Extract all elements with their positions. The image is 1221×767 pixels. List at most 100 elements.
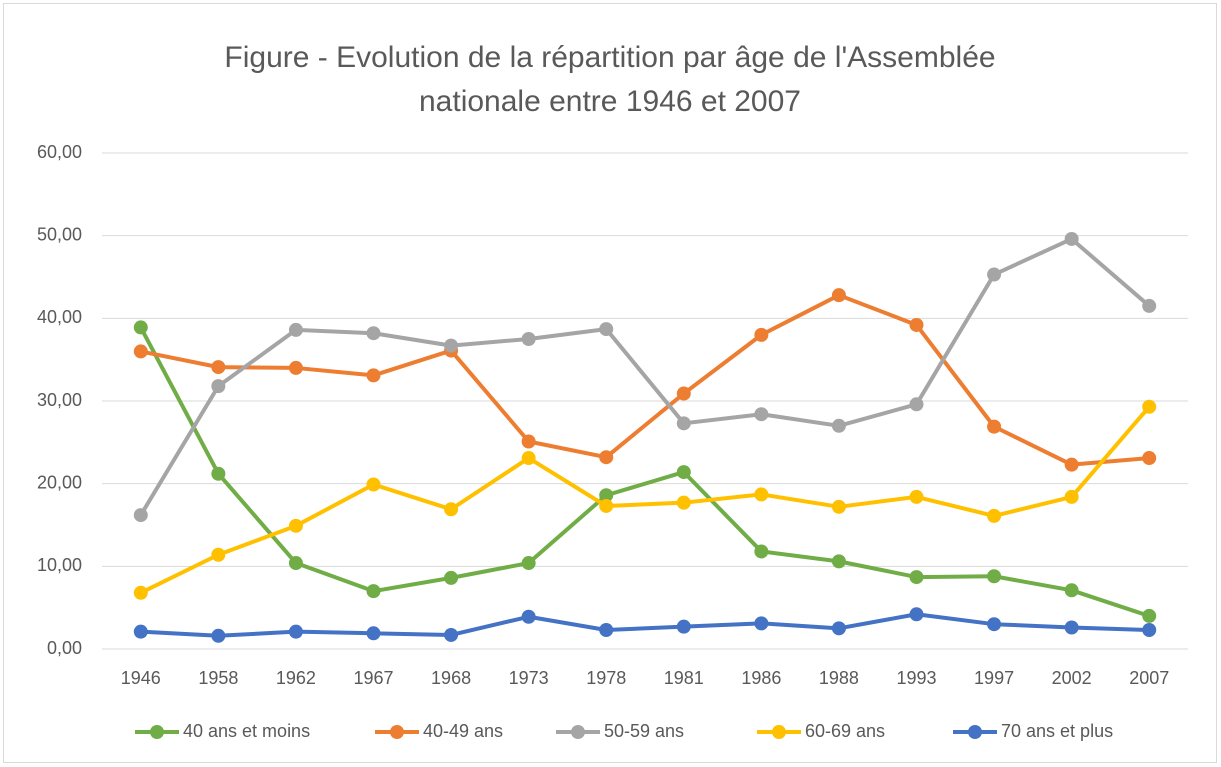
legend-label: 40-49 ans <box>423 721 503 741</box>
data-point <box>987 617 1002 632</box>
data-point <box>909 570 924 585</box>
legend-label: 70 ans et plus <box>1001 721 1113 741</box>
data-point <box>1142 451 1157 466</box>
x-tick-label: 1978 <box>586 668 626 688</box>
data-point <box>211 466 226 481</box>
legend-marker <box>968 725 982 739</box>
data-point <box>1142 622 1157 637</box>
data-point <box>754 544 769 559</box>
data-point <box>211 547 226 562</box>
data-point <box>444 627 459 642</box>
data-point <box>909 397 924 412</box>
data-point <box>521 556 536 571</box>
data-point <box>1064 620 1079 635</box>
x-tick-label: 1997 <box>974 668 1014 688</box>
data-point <box>366 326 381 341</box>
data-point <box>909 317 924 332</box>
x-tick-label: 2002 <box>1052 668 1092 688</box>
x-tick-label: 1981 <box>664 668 704 688</box>
data-point <box>1064 583 1079 598</box>
data-point <box>599 450 614 465</box>
data-point <box>366 477 381 492</box>
data-point <box>1142 608 1157 623</box>
data-point <box>211 628 226 643</box>
data-point <box>521 434 536 449</box>
data-point <box>676 495 691 510</box>
data-point <box>599 498 614 513</box>
data-point <box>987 508 1002 523</box>
data-point <box>1064 231 1079 246</box>
y-tick-label: 10,00 <box>37 555 82 575</box>
data-point <box>1064 489 1079 504</box>
data-point <box>133 508 148 523</box>
data-point <box>288 518 303 533</box>
data-point <box>444 502 459 517</box>
x-tick-label: 1986 <box>741 668 781 688</box>
data-point <box>133 344 148 359</box>
series-line <box>139 405 1151 595</box>
legend-label: 60-69 ans <box>805 721 885 741</box>
legend-label: 40 ans et moins <box>183 721 310 741</box>
data-point <box>366 584 381 599</box>
data-point <box>676 619 691 634</box>
x-tick-label: 1958 <box>198 668 238 688</box>
data-point <box>444 570 459 585</box>
data-point <box>754 327 769 342</box>
x-tick-label: 1946 <box>121 668 161 688</box>
data-point <box>831 499 846 514</box>
x-tick-label: 1967 <box>353 668 393 688</box>
data-point <box>987 267 1002 282</box>
data-point <box>987 569 1002 584</box>
data-point <box>909 607 924 622</box>
y-tick-label: 0,00 <box>47 638 82 658</box>
data-point <box>676 386 691 401</box>
data-point <box>754 407 769 422</box>
data-point <box>987 419 1002 434</box>
data-point <box>754 487 769 502</box>
x-tick-label: 1973 <box>509 668 549 688</box>
data-point <box>288 624 303 639</box>
data-point <box>366 368 381 383</box>
y-tick-label: 30,00 <box>37 390 82 410</box>
data-point <box>831 621 846 636</box>
data-point <box>133 320 148 335</box>
data-point <box>831 418 846 433</box>
data-point <box>676 416 691 431</box>
legend-marker <box>772 725 786 739</box>
data-point <box>133 624 148 639</box>
data-point <box>909 489 924 504</box>
data-point <box>1142 298 1157 313</box>
data-point <box>831 288 846 303</box>
data-point <box>211 360 226 375</box>
data-point <box>133 585 148 600</box>
data-point <box>599 488 614 503</box>
data-point <box>521 332 536 346</box>
data-point <box>1142 399 1157 414</box>
data-point <box>444 338 459 353</box>
data-point <box>599 622 614 637</box>
data-point <box>288 360 303 375</box>
data-point <box>211 379 226 394</box>
y-tick-label: 60,00 <box>37 142 82 162</box>
data-point <box>1064 457 1079 472</box>
data-point <box>754 616 769 631</box>
x-tick-label: 2007 <box>1129 668 1169 688</box>
series-line <box>139 236 1151 517</box>
x-tick-label: 1962 <box>276 668 316 688</box>
legend-marker <box>150 725 164 739</box>
x-tick-label: 1968 <box>431 668 471 688</box>
series-line <box>140 612 1150 638</box>
data-point <box>366 626 381 641</box>
x-tick-label: 1988 <box>819 668 859 688</box>
x-tick-label: 1993 <box>896 668 936 688</box>
data-point <box>676 465 691 480</box>
y-tick-label: 50,00 <box>37 224 82 244</box>
legend-marker <box>390 725 404 739</box>
legend-label: 50-59 ans <box>604 721 684 741</box>
data-point <box>288 556 303 571</box>
y-tick-label: 40,00 <box>37 307 82 327</box>
data-point <box>288 322 303 337</box>
data-point <box>599 322 614 337</box>
